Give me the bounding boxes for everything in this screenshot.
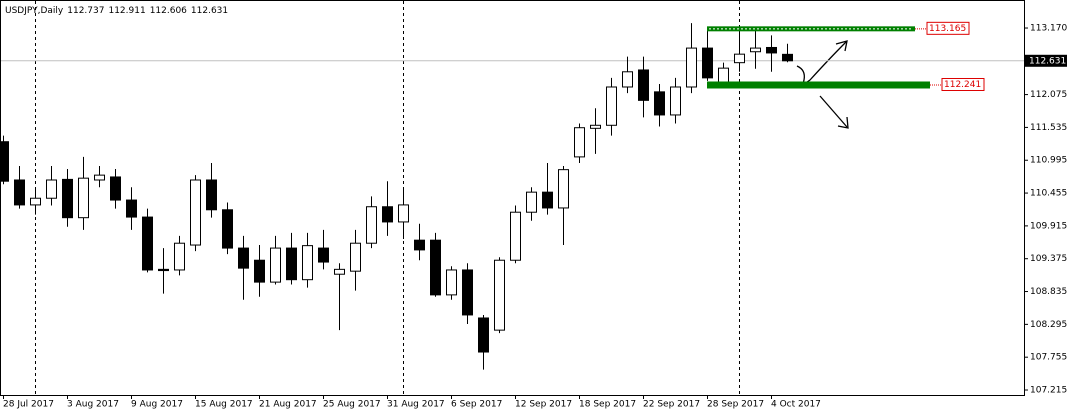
header-value: 112.606 <box>150 6 187 16</box>
candle-body <box>350 242 361 272</box>
candle-body <box>718 67 729 83</box>
y-tick-label: 108.835 <box>1030 287 1067 297</box>
level-label: 112.241 <box>944 80 981 90</box>
y-tick-label: 109.915 <box>1030 221 1067 231</box>
candle-body <box>0 141 9 182</box>
current-price-box <box>1025 54 1067 67</box>
candle-body <box>302 245 313 281</box>
symbol: USDJPY,Daily <box>5 6 64 16</box>
x-tick-label: 28 Jul 2017 <box>3 400 54 410</box>
plot-frame <box>0 0 1025 396</box>
y-tick-label: 110.455 <box>1030 189 1067 199</box>
header-value: 112.737 <box>67 6 104 16</box>
candle-body <box>654 91 665 116</box>
candle-body <box>78 177 89 219</box>
candle-body <box>446 269 457 296</box>
candle-body <box>270 247 281 283</box>
candle-body <box>190 179 201 246</box>
candle-body <box>174 242 185 271</box>
x-tick-label: 31 Aug 2017 <box>387 400 445 410</box>
x-tick-label: 6 Sep 2017 <box>451 400 502 410</box>
candle-body <box>222 209 233 249</box>
x-tick-label: 3 Aug 2017 <box>67 400 119 410</box>
candle-body <box>542 191 553 209</box>
candle-body <box>622 71 633 88</box>
candle-body <box>606 86 617 126</box>
x-tick-label: 25 Aug 2017 <box>323 400 381 410</box>
candle-body <box>94 174 105 181</box>
candle-body <box>206 179 217 211</box>
candle-body <box>638 69 649 101</box>
candle-body <box>334 268 345 275</box>
candle-body <box>254 259 265 283</box>
candle-body <box>462 269 473 316</box>
candle-body <box>510 211 521 261</box>
candle-body <box>734 53 745 64</box>
candle-body <box>142 216 153 271</box>
candle-body <box>366 206 377 244</box>
y-tick-label: 113.170 <box>1030 24 1067 34</box>
candle-body <box>430 239 441 296</box>
candle-body <box>414 239 425 251</box>
candle-body <box>478 317 489 353</box>
level-box <box>941 77 985 91</box>
current-price-label: 112.631 <box>1029 56 1066 66</box>
x-tick-label: 22 Sep 2017 <box>643 400 700 410</box>
header-value: 112.911 <box>108 6 145 16</box>
candle-body <box>526 191 537 213</box>
candle-body <box>590 124 601 129</box>
x-tick-label: 28 Sep 2017 <box>707 400 764 410</box>
candle-body <box>398 204 409 223</box>
candle-body <box>286 247 297 281</box>
chart-header: USDJPY,Daily 112.737 112.911 112.606 112.631 <box>5 6 228 16</box>
y-tick-label: 110.995 <box>1030 156 1067 166</box>
candle-body <box>110 176 121 201</box>
candle-body <box>766 46 777 54</box>
candle-body <box>30 197 41 206</box>
candle-body <box>574 127 585 158</box>
level-box <box>926 21 970 35</box>
candle-body <box>670 86 681 116</box>
candle-body <box>494 259 505 331</box>
candle-body <box>46 179 57 199</box>
y-tick-label: 107.755 <box>1030 353 1067 363</box>
candle-body <box>750 47 761 53</box>
x-tick-label: 15 Aug 2017 <box>195 400 253 410</box>
y-tick-label: 107.215 <box>1030 386 1067 396</box>
candle-body <box>558 169 569 209</box>
y-tick-label: 109.375 <box>1030 254 1067 264</box>
header-value: 112.631 <box>191 6 228 16</box>
candle-body <box>782 53 793 62</box>
candle-body <box>686 47 697 88</box>
level-line <box>707 81 930 89</box>
candle-body <box>382 206 393 223</box>
x-tick-label: 4 Oct 2017 <box>771 400 821 410</box>
candle-body <box>238 247 249 269</box>
candle-body <box>14 179 25 206</box>
x-tick-label: 12 Sep 2017 <box>515 400 572 410</box>
x-tick-label: 9 Aug 2017 <box>131 400 183 410</box>
y-tick-label: 112.075 <box>1030 90 1067 100</box>
candle-body <box>126 199 137 218</box>
candle-body <box>318 247 329 263</box>
candle-body <box>702 47 713 79</box>
y-tick-label: 108.295 <box>1030 320 1067 330</box>
candle-body <box>158 268 169 272</box>
y-tick-label: 111.535 <box>1030 123 1067 133</box>
x-tick-label: 21 Aug 2017 <box>259 400 317 410</box>
candle-body <box>62 178 73 219</box>
level-label: 113.165 <box>929 24 966 34</box>
x-tick-label: 18 Sep 2017 <box>579 400 636 410</box>
